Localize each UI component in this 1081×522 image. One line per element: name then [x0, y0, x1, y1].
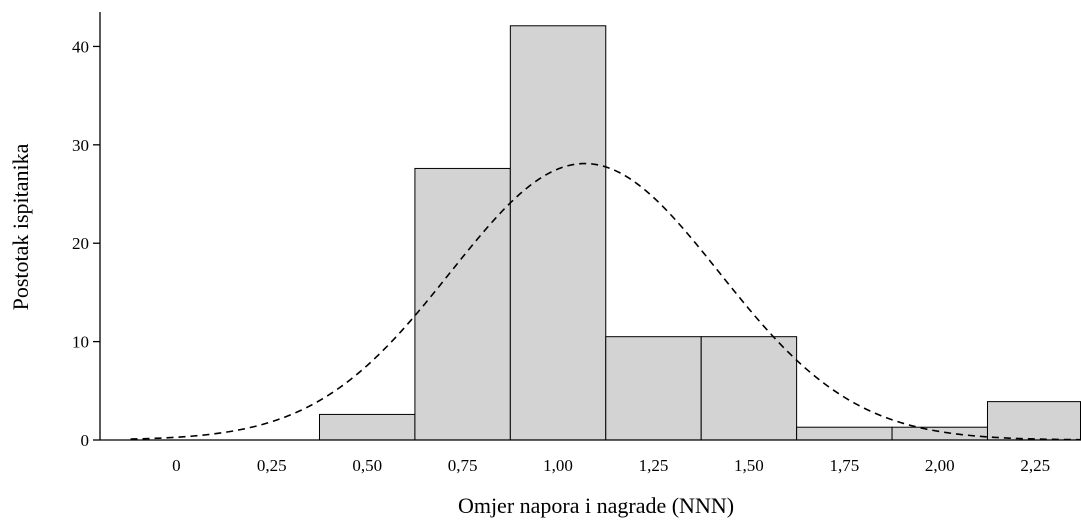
histogram-bars [318, 25, 1081, 441]
x-tick-label: 0,75 [448, 456, 478, 475]
y-axis-title: Postotak ispitanika [8, 143, 33, 310]
normal-distribution-curve [130, 162, 1081, 441]
histogram-bar-2 [414, 167, 511, 441]
x-tick-label: 0,25 [257, 456, 287, 475]
histogram-bar-1 [318, 413, 416, 441]
histogram-bar-4 [605, 336, 702, 441]
x-tick-label: 0 [172, 456, 181, 475]
x-tick-label: 1,50 [734, 456, 764, 475]
y-tick-label: 0 [81, 431, 90, 450]
y-axis-ticks: 0 10 20 30 40 [72, 37, 100, 450]
histogram-bar-8 [986, 401, 1081, 441]
x-axis-ticks: 0 0,25 0,50 0,75 1,00 1,25 1,50 1,75 2,00 2,25 [172, 456, 1050, 475]
histogram-bar-7 [891, 426, 988, 441]
histogram-bar-3 [509, 25, 607, 441]
histogram-bar-5 [700, 336, 798, 441]
x-tick-label: 1,25 [639, 456, 669, 475]
y-tick-label: 40 [72, 37, 89, 56]
y-tick-label: 10 [72, 333, 89, 352]
x-axis-title: Omjer napora i nagrade (NNN) [458, 493, 734, 518]
y-tick-label: 30 [72, 136, 89, 155]
y-tick-label: 20 [72, 234, 89, 253]
x-tick-label: 2,00 [925, 456, 955, 475]
histogram-bar-6 [796, 426, 893, 441]
x-tick-label: 0,50 [352, 456, 382, 475]
x-tick-label: 2,25 [1020, 456, 1050, 475]
x-tick-label: 1,00 [543, 456, 573, 475]
x-tick-label: 1,75 [829, 456, 859, 475]
